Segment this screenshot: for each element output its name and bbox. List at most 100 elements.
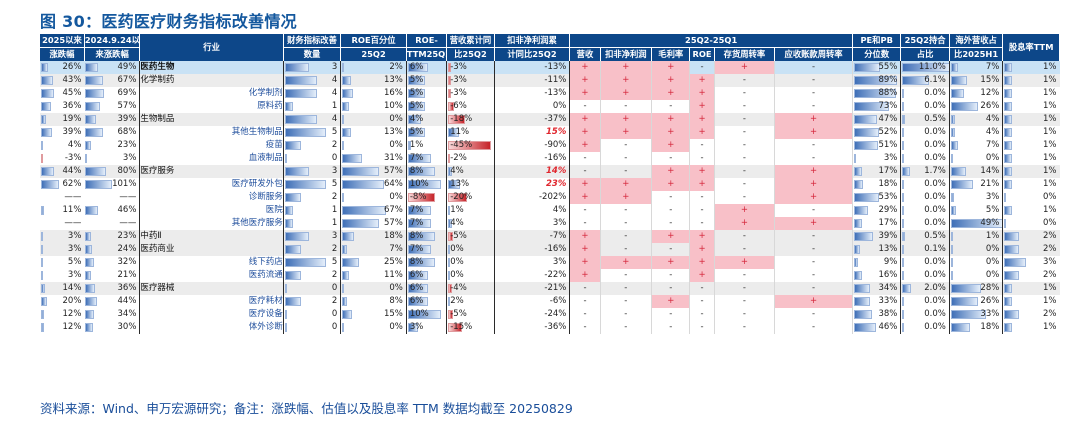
header-roe-pct-sub: 25Q2 [340,47,407,61]
trend-roe-cell: + [689,243,715,256]
ytd-cell: 3% [40,230,85,243]
rev-cell-bar [448,297,451,306]
np-cell: -37% [494,113,571,126]
trend-rev-cell: - [569,165,601,178]
np-cell: -11% [494,74,571,87]
table-row: 44% 80% 医疗服务 3 57% 8% 4% 14% - - + + - +17% 1.7% 14% 1% [40,165,1060,178]
ytd-cell-bar [41,323,45,332]
overseas-cell-value: 3% [985,192,1000,202]
div-cell-bar [1004,297,1012,306]
trend-rev-cell: + [569,269,601,282]
roe-ttm-cell-bar [407,219,432,228]
table-row: 26% 49% 医药生物 3 2% 6% -3% -13% + + + - + -55% 11.0% 7% 1% [40,61,1060,74]
roe-pct-cell-bar [342,115,345,124]
trend-np-cell: - [600,217,653,230]
trend-ar-cell: + [774,217,853,230]
hold-cell: 0.0% [900,256,950,269]
trend-roe-cell: - [689,191,715,204]
roe-pct-cell-value: 67% [383,205,403,215]
header-roe-pct: ROE百分位 [340,34,407,48]
rev-cell-bar [448,310,453,319]
trend-inv-cell: + [714,256,776,269]
ytd-cell-value: 4% [67,140,82,150]
since-cell-value: 34% [117,309,137,319]
header-trend-group: 25Q2-25Q1 [569,34,853,48]
roe-ttm-cell: 7% [406,152,448,165]
count-cell: 0 [283,308,342,321]
since-cell-bar [85,297,97,306]
hold-cell-bar [902,102,905,111]
rev-cell: 11% [446,126,495,139]
div-cell: 1% [1003,126,1060,139]
trend-ar-cell: - [774,230,853,243]
ytd-cell: —— [40,191,84,204]
count-cell-bar [284,258,326,267]
div-cell-bar [1004,154,1012,163]
count-cell-bar [284,154,287,163]
rev-cell: -45% [446,139,495,152]
roe-ttm-cell-value: 8% [409,231,424,241]
count-cell: 2 [283,269,342,282]
roe-pct-cell-value: 18% [383,231,403,241]
hold-cell-value: 2.0% [924,283,946,293]
ytd-cell: 4% [40,139,84,152]
ytd-cell-bar [41,167,54,176]
since-cell-bar [85,206,98,215]
industry-name: 医院 [139,204,284,217]
roe-pct-cell: 25% [340,256,407,269]
div-cell-value: 1% [1043,296,1057,306]
np-cell-value: -16% [544,153,567,163]
since-cell: 36% [84,282,141,295]
np-cell: -16% [494,243,571,256]
table-row: 14% 36% 医疗器械 0 0% 6% -4% -21% - - - - - -34% 2.0% 28% 1% [40,282,1060,295]
roe-pct-cell: 10% [340,100,407,113]
pepb-cell-value: 89% [878,75,898,85]
since-cell-value: 67% [117,75,137,85]
rev-cell-value: -18% [450,114,473,124]
pepb-cell: 9% [852,256,902,269]
header-ytd: 2025以来 [40,34,85,48]
ytd-cell-value: 43% [62,75,82,85]
overseas-cell: 5% [949,204,1004,217]
trend-roe-cell: + [689,178,715,191]
ytd-cell-value: 36% [62,101,82,111]
since-cell-value: 3% [122,153,137,163]
table-row: 3% 21% 医药流通 2 11% 6% 0% -22% + - - + - -16% 0.0% 0% 2% [40,269,1060,282]
rev-cell-value: -3% [450,62,467,72]
hold-cell-value: 0.0% [924,153,946,163]
header-overseas: 海外营收占 [949,34,1004,48]
roe-pct-cell-value: 0% [389,140,403,150]
trend-roe-cell: + [689,256,715,269]
overseas-cell-value: 18% [980,322,1000,332]
count-cell: 2 [283,295,342,308]
np-cell-value: -7% [549,231,567,241]
roe-pct-cell: 15% [340,308,407,321]
hold-cell: 0.0% [900,139,950,152]
roe-ttm-cell-value: 6% [409,62,424,72]
since-cell-bar [85,180,113,189]
div-cell-value: 2% [1043,270,1057,280]
figure-title: 图 30：医药医疗财务指标改善情况 [40,12,297,31]
trend-np-cell: - [600,139,653,152]
since-cell-bar [85,284,95,293]
roe-pct-cell: 13% [340,74,407,87]
overseas-cell: 4% [949,126,1004,139]
trend-ar-cell: + [774,113,853,126]
overseas-cell: 14% [949,165,1004,178]
ytd-cell-value: —— [64,192,82,202]
roe-ttm-cell: 7% [406,204,448,217]
roe-pct-cell: 0% [340,321,407,334]
trend-rev-cell: + [569,178,601,191]
ytd-cell-bar [41,102,52,111]
ytd-cell-value: 3% [67,244,82,254]
header-count: 财务指标改善 [283,34,342,48]
roe-ttm-cell-bar [407,102,425,111]
ytd-cell-bar [41,284,45,293]
roe-ttm-cell-bar [407,258,435,267]
np-cell-value: -22% [544,270,567,280]
trend-inv-cell: - [714,152,776,165]
trend-np-cell: - [600,100,653,113]
np-cell-value: -37% [544,114,567,124]
header-pepb: PE和PB [852,34,902,48]
count-cell: 0 [283,321,342,334]
